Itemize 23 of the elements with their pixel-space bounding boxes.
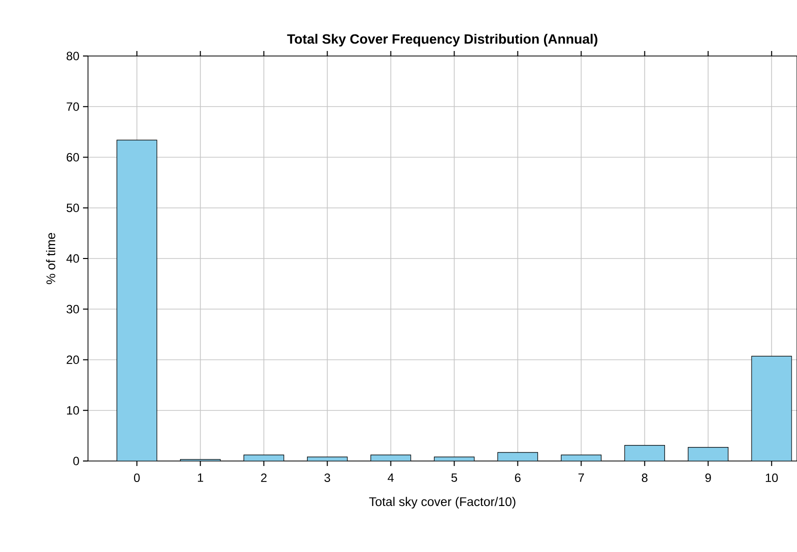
- x-tick-label: 6: [515, 474, 521, 482]
- chart-title: Total Sky Cover Frequency Distribution (Annual): [287, 34, 598, 46]
- x-tick-label: 10: [766, 474, 778, 482]
- x-tick-label: 2: [261, 474, 267, 482]
- x-tick-label: 4: [388, 474, 394, 482]
- x-tick-label: 1: [198, 474, 204, 482]
- y-tick-label: 80: [66, 52, 80, 60]
- y-axis-title: % of time: [46, 233, 56, 284]
- y-tick-label: 60: [66, 153, 80, 162]
- x-tick-label: 5: [451, 474, 458, 482]
- y-tick-label: 10: [67, 406, 80, 415]
- x-tick-label: 7: [578, 474, 584, 482]
- y-tick-label: 70: [66, 102, 80, 111]
- y-tick-label: 50: [66, 204, 80, 212]
- y-tick-label: 0: [73, 456, 80, 466]
- x-tick-label: 0: [134, 474, 140, 482]
- x-axis-title: Total sky cover (Factor/10): [369, 496, 516, 509]
- y-tick-label: 30: [66, 304, 80, 314]
- x-tick-label: 8: [642, 474, 648, 482]
- y-tick-label: 20: [66, 356, 80, 364]
- x-tick-label: 9: [705, 474, 711, 482]
- x-tick-label: 3: [324, 474, 330, 482]
- y-tick-label: 40: [66, 254, 80, 263]
